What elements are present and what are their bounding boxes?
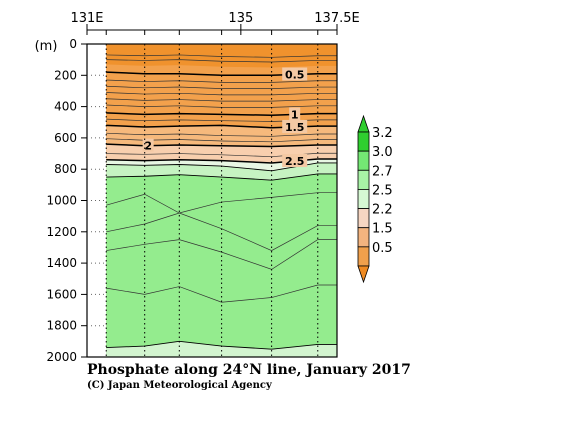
y-axis-unit-label: (m): [35, 39, 58, 54]
contour-label-bg: [142, 138, 154, 152]
colorbar-segment: [357, 131, 370, 152]
y-tick-label: 1800: [46, 319, 77, 333]
contour-label: 1.5: [285, 121, 305, 134]
x-tick-label: 135: [228, 11, 253, 26]
colorbar-label: 0.5: [372, 241, 393, 256]
colorbar: 3.2 3.0 2.7 2.5 2.2 1.5 0.5: [357, 114, 393, 284]
y-tick-label: 800: [54, 162, 77, 176]
colorbar-segment: [357, 208, 370, 229]
colorbar-segment: [357, 246, 370, 267]
y-tick-label: 1200: [46, 225, 77, 239]
colorbar-label: 2.2: [372, 203, 393, 218]
y-tick-label: 600: [54, 131, 77, 145]
contour-label-bg: [282, 67, 308, 81]
fill-band-8: [106, 341, 337, 357]
contour-label-bg: [282, 153, 308, 167]
x-tick-label: 131E: [70, 11, 103, 26]
chart-credit: (C) Japan Meteorological Agency: [87, 380, 273, 391]
contour-label: 2: [144, 140, 152, 153]
colorbar-label: 1.5: [372, 222, 393, 237]
y-tick-label: 2000: [46, 350, 77, 364]
colorbar-segment: [357, 169, 370, 190]
chart-title: Phosphate along 24°N line, January 2017: [87, 362, 411, 378]
y-tick-label: 1000: [46, 194, 77, 208]
colorbar-label: 3.0: [372, 145, 393, 160]
minor-contour-2: [106, 59, 337, 63]
x-tick-label: 137.5E: [314, 11, 359, 26]
colorbar-segment: [357, 227, 370, 248]
y-tick-label: 200: [54, 68, 77, 82]
contour-1: [106, 112, 337, 116]
minor-contour-6: [106, 98, 337, 102]
colorbar-segment: [357, 150, 370, 171]
colorbar-label: 3.2: [372, 126, 393, 141]
axes: 131E 135 137.5E 0 200 400 600 800 1000 1200 1400 16…: [46, 11, 359, 364]
contour-2-5: [106, 158, 337, 164]
contour-label: 1: [291, 108, 299, 121]
y-tick-label: 400: [54, 100, 77, 114]
minor-contour-1: [106, 54, 337, 58]
colorbar-segment: [357, 189, 370, 209]
contour-label-bg: [282, 119, 308, 133]
colorbar-label: 2.5: [372, 183, 393, 198]
y-tick-label: 0: [69, 37, 77, 51]
minor-contour-4: [106, 85, 337, 89]
colorbar-bottom-arrow: [357, 265, 370, 284]
no-data-region: [87, 44, 107, 357]
plot-area: [87, 44, 337, 357]
contour-3: [106, 173, 337, 181]
contour-label: 0.5: [285, 69, 305, 82]
colorbar-top-arrow: [357, 114, 370, 133]
minor-contour-15: [106, 284, 337, 303]
colorbar-label: 2.7: [372, 164, 393, 179]
contour-0-5: [106, 71, 337, 77]
y-tick-label: 1600: [46, 287, 77, 301]
contour-label: 2.5: [285, 155, 305, 168]
y-tick-label: 1400: [46, 256, 77, 270]
contour-label-bg: [289, 107, 301, 121]
contour-overlay: 0.5 11.5 2 2.5: [105, 44, 337, 357]
